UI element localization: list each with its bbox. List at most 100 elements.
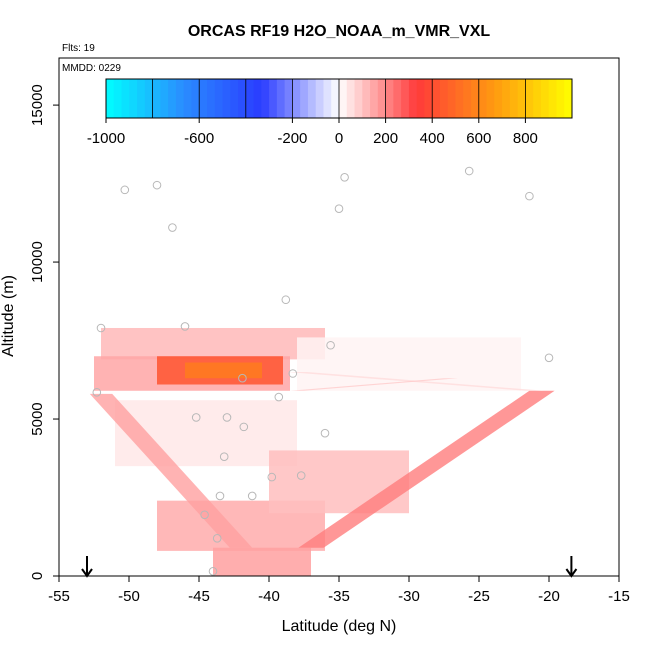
y-tick-label: 5000 <box>29 402 46 435</box>
colorbar-swatch-49 <box>486 79 495 118</box>
plot-frame <box>58 57 620 577</box>
colorbar-swatch-29 <box>331 79 340 118</box>
colorbar-swatch-33 <box>362 79 371 118</box>
sample-point-15 <box>274 392 284 402</box>
sample-point-21 <box>267 472 277 482</box>
x-tick-label: -30 <box>398 588 420 605</box>
colorbar-swatch-34 <box>370 79 379 118</box>
colorbar-swatch-46 <box>463 79 472 118</box>
colorbar-swatch-56 <box>540 79 550 118</box>
colorbar-swatch-10 <box>183 79 192 118</box>
x-tick-label: -50 <box>118 588 140 605</box>
colorbar-swatch-43 <box>439 79 449 118</box>
colorbar-swatch-39 <box>408 79 418 118</box>
y-tick-label: 15000 <box>29 84 46 126</box>
heat-cell-4 <box>297 337 521 391</box>
sample-point-13 <box>288 369 298 378</box>
y-tick-label: 10000 <box>29 241 46 283</box>
x-tick-label: -40 <box>258 588 280 605</box>
y-tick-label: 0 <box>29 572 46 580</box>
colorbar-swatch-11 <box>191 79 200 118</box>
colorbar-tick-label: 400 <box>420 130 445 147</box>
sample-point-14 <box>238 373 247 383</box>
colorbar-swatch-16 <box>230 79 239 118</box>
colorbar-swatch-42 <box>432 79 441 118</box>
x-tick-label: -25 <box>468 588 490 605</box>
x-tick-label: -20 <box>538 588 560 605</box>
sample-point-9 <box>281 295 291 305</box>
colorbar-swatch-4 <box>137 79 146 118</box>
colorbar-swatch-40 <box>416 79 425 118</box>
colorbar-swatch-2 <box>121 79 130 118</box>
colorbar-swatch-0 <box>106 79 115 118</box>
colorbar-swatch-41 <box>424 79 433 118</box>
colorbar-swatch-31 <box>346 79 356 118</box>
colorbar-swatch-35 <box>377 79 387 118</box>
heat-cell-3 <box>185 362 262 379</box>
sample-point-1 <box>152 180 162 190</box>
sample-point-10 <box>326 340 335 350</box>
sample-point-17 <box>222 413 232 422</box>
colorbar-swatch-14 <box>214 79 223 118</box>
colorbar-swatch-13 <box>206 79 216 118</box>
colorbar-tick-label: -600 <box>184 130 214 147</box>
colorbar-swatch-58 <box>556 79 565 118</box>
sample-point-25 <box>200 510 209 520</box>
colorbar-swatch-55 <box>533 79 542 118</box>
x-axis-label: Latitude (deg N) <box>282 618 397 635</box>
sample-point-27 <box>208 566 218 576</box>
colorbar-swatch-20 <box>261 79 270 118</box>
colorbar: -1000 -600 -200 0 200 400 600 800 <box>87 78 573 147</box>
colorbar-swatch-6 <box>152 79 161 118</box>
sample-point-5 <box>464 166 474 176</box>
axes: -55 -50 -45 -40 -35 -30 -25 -20 -15 0 5000 10000 150… <box>29 84 630 605</box>
colorbar-swatch-28 <box>323 79 332 118</box>
colorbar-swatch-30 <box>339 79 348 118</box>
sample-point-22 <box>296 471 306 480</box>
colorbar-swatch-5 <box>144 79 154 118</box>
colorbar-swatch-25 <box>300 79 309 118</box>
colorbar-swatch-45 <box>455 79 464 118</box>
sample-point-24 <box>247 491 257 501</box>
colorbar-swatch-47 <box>471 79 480 118</box>
heatmap-layer <box>89 327 555 576</box>
colorbar-swatch-21 <box>269 79 278 118</box>
colorbar-swatch-50 <box>494 79 503 118</box>
colorbar-swatch-7 <box>160 79 169 118</box>
colorbar-swatch-1 <box>113 79 123 118</box>
colorbar-tick-label: 600 <box>466 130 491 147</box>
colorbar-swatch-3 <box>129 79 138 118</box>
colorbar-swatch-19 <box>253 79 262 118</box>
colorbar-swatch-32 <box>354 79 363 118</box>
colorbar-swatch-17 <box>238 79 247 118</box>
sample-point-7 <box>96 323 106 333</box>
colorbar-swatch-15 <box>222 79 231 118</box>
colorbar-swatch-23 <box>284 79 293 118</box>
sample-point-18 <box>239 422 249 432</box>
x-tick-label: -35 <box>328 588 350 605</box>
sample-point-26 <box>212 534 222 543</box>
heat-band-1 <box>298 390 555 548</box>
sample-point-20 <box>219 452 229 462</box>
sample-point-11 <box>544 353 554 363</box>
colorbar-swatch-26 <box>307 79 317 118</box>
sample-point-23 <box>215 491 225 501</box>
sample-point-6 <box>525 191 534 201</box>
heat-band-3 <box>290 378 458 391</box>
colorbar-swatch-22 <box>276 79 286 118</box>
y-axis-label: Altitude (m) <box>0 275 17 357</box>
heat-cell-7 <box>213 547 311 576</box>
x-tick-label: -15 <box>608 588 630 605</box>
sample-point-2 <box>168 223 177 232</box>
sample-point-16 <box>191 413 201 422</box>
colorbar-swatch-44 <box>447 79 456 118</box>
sample-point-19 <box>320 428 330 438</box>
colorbar-swatch-37 <box>393 79 402 118</box>
sample-point-3 <box>340 172 349 182</box>
sample-point-4 <box>334 204 344 213</box>
heat-cell-0 <box>101 327 325 360</box>
colorbar-swatch-36 <box>385 79 394 118</box>
colorbar-tick-label: 0 <box>335 130 343 147</box>
sample-points <box>92 166 554 576</box>
